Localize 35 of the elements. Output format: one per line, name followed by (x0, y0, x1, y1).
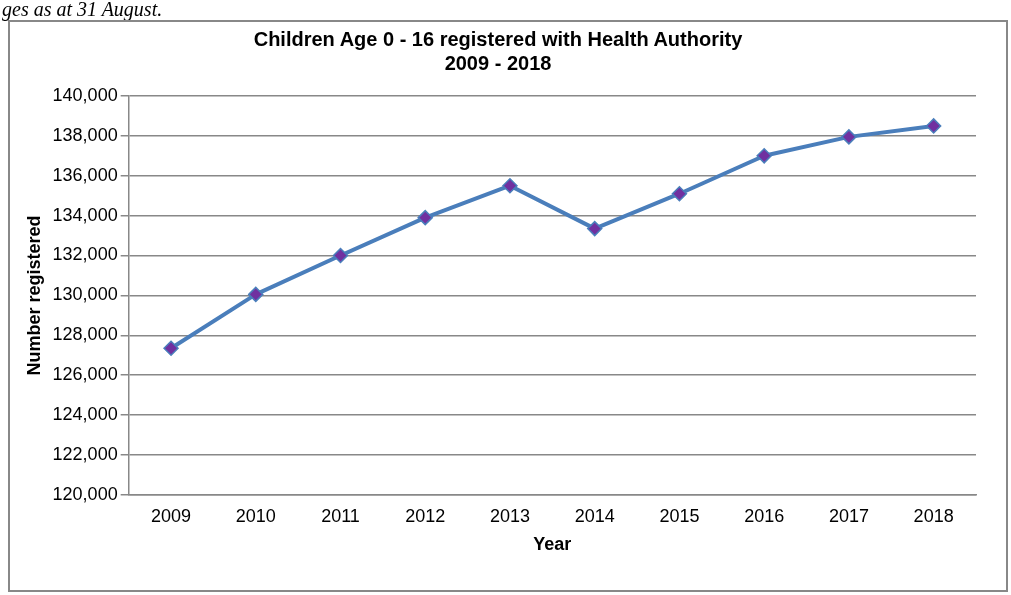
y-tick-label: 140,000 (52, 84, 118, 105)
y-tick-label: 130,000 (52, 284, 118, 305)
point (841, 129, 857, 145)
point (417, 209, 433, 226)
x-tick-label: 2009 (151, 505, 192, 526)
x-tick-label: 2014 (574, 505, 615, 526)
y-tick-label: 136,000 (52, 164, 118, 185)
point (163, 340, 179, 356)
point (248, 286, 264, 303)
y-axis-title: Number registered (23, 215, 44, 376)
y-tick-label: 122,000 (52, 443, 118, 464)
y-tick-label: 132,000 (52, 244, 118, 265)
x-tick-label: 2017 (828, 505, 869, 526)
x-tick-label: 2012 (405, 505, 446, 526)
x-tick-label: 2013 (489, 505, 530, 526)
y-tick-label: 134,000 (52, 204, 118, 225)
x-tick-label: 2018 (913, 505, 954, 526)
y-tick-label: 138,000 (52, 124, 118, 145)
chart-title: Children Age 0 - 16 registered with Health Authority 2009 - 2018 (253, 27, 744, 74)
text: ges as at 31 August. (2, 0, 163, 21)
y-tick-label: 128,000 (52, 324, 118, 345)
y-tick-label: 126,000 (52, 364, 118, 385)
x-tick-label: 2010 (235, 505, 276, 526)
x-tick-label: 2015 (659, 505, 700, 526)
y-tick-label: 120,000 (52, 483, 118, 504)
point (756, 148, 772, 164)
point (332, 247, 349, 264)
x-axis-title: Year (533, 534, 572, 555)
point (925, 118, 942, 134)
x-tick-label: 2011 (321, 505, 360, 526)
point (502, 177, 518, 194)
x-tick-label: 2016 (744, 505, 785, 526)
point (671, 185, 688, 202)
point (586, 220, 603, 237)
y-tick-label: 124,000 (52, 404, 118, 425)
